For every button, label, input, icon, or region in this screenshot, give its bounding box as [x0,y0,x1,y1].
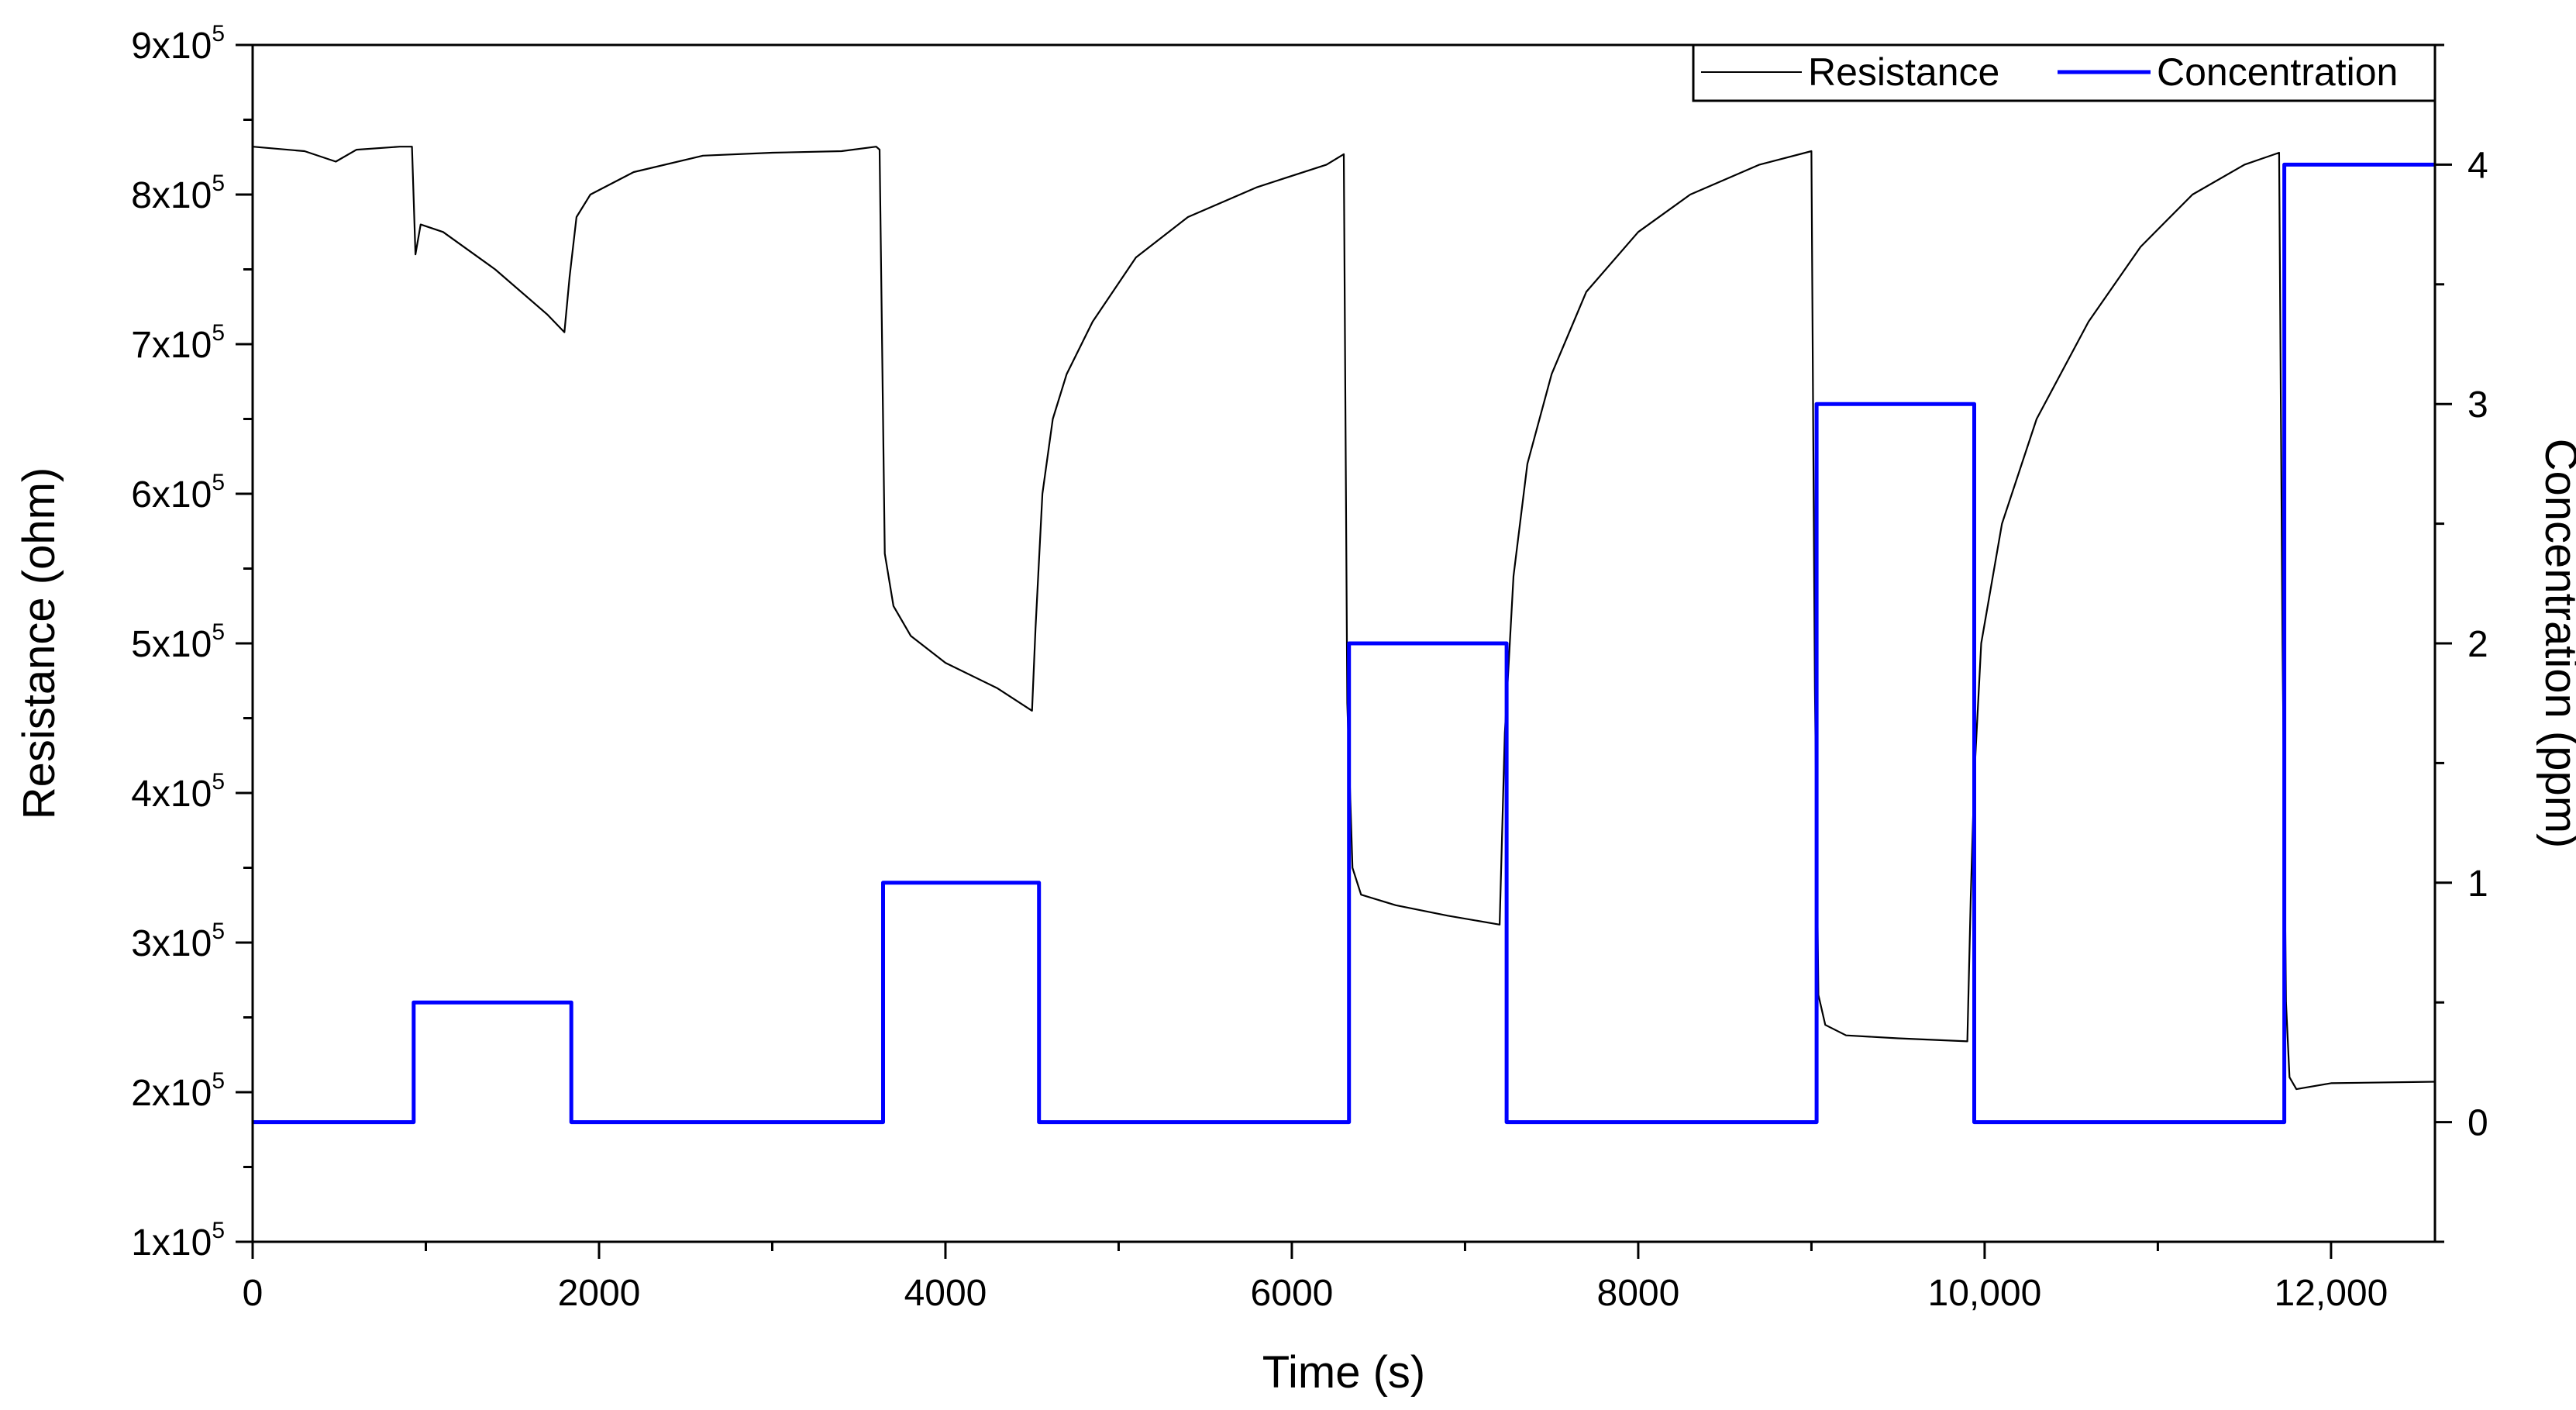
legend-label-resistance: Resistance [1808,50,1999,94]
legend: Resistance Concentration [1692,43,2437,102]
y2-tick-label: 3 [2468,384,2488,426]
x-tick-label: 12,000 [2274,1273,2388,1314]
y-axis-title: Resistance (ohm) [14,467,64,819]
y-tick-label: 6x105 [131,470,225,515]
y-tick-label: 9x105 [131,21,225,67]
legend-label-concentration: Concentration [2157,50,2398,94]
x-axis: 0 2000 4000 6000 8000 10,000 12,000 [243,1242,2388,1314]
y-tick-label: 2x105 [131,1068,225,1114]
y2-tick-label: 1 [2468,864,2488,905]
series-line-resistance [252,146,2436,1091]
y-axis-right: 0 1 2 3 4 [2435,43,2488,1243]
x-tick-label: 10,000 [1928,1273,2042,1314]
y2-tick-label: 2 [2468,624,2488,665]
x-tick-label: 0 [243,1273,263,1314]
y-tick-label: 4x105 [131,769,225,815]
series-line-concentration [253,162,2435,1125]
y-tick-label: 7x105 [131,320,225,366]
y-tick-label: 8x105 [131,171,225,216]
x-tick-label: 8000 [1597,1273,1680,1314]
x-axis-title: Time (s) [1262,1347,1425,1398]
y-axis-left: 1x105 2x105 3x105 4x105 5x105 6x105 7x105 8x105… [131,21,253,1263]
x-tick-label: 2000 [558,1273,641,1314]
x-tick-label: 6000 [1251,1273,1334,1314]
y2-tick-label: 4 [2468,145,2488,186]
y2-axis-title: Concentration (ppm) [2536,439,2576,849]
series-layer [252,146,2436,1125]
y-tick-label: 5x105 [131,619,225,665]
y2-tick-label: 0 [2468,1103,2488,1144]
y-tick-label: 3x105 [131,919,225,964]
y-tick-label: 1x105 [131,1218,225,1263]
x-tick-label: 4000 [904,1273,987,1314]
